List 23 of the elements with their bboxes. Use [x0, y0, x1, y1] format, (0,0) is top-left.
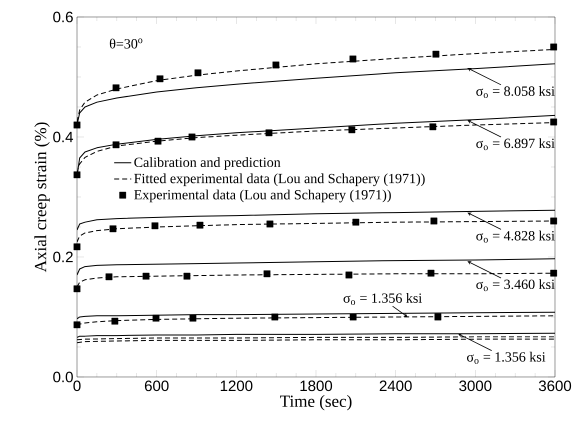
legend-label: Experimental data (Lou and Schapery (1971)) [134, 190, 391, 202]
x-tick-label: 0 [73, 380, 81, 392]
x-tick-label: 3000 [459, 380, 492, 392]
legend-label: Fitted experimental data (Lou and Schapery (1971)) [134, 173, 425, 186]
x-tick-label: 3600 [538, 380, 572, 392]
annotation: θ=30$^{o}$ [110, 38, 142, 49]
x-tick-label: 1200 [220, 380, 252, 392]
x-tick-label: 2400 [380, 380, 412, 392]
legend-label: Calibration and prediction [134, 157, 281, 170]
annotation: σ$_{o}$ = 6.897 ksi [476, 138, 555, 150]
y-tick-label: 0.6 [53, 12, 73, 22]
annotation: σ$_{o}$ = 1.356 ksi [344, 292, 422, 305]
annotation: σ$_{o}$ = 1.356 ksi [467, 352, 546, 364]
y-tick-label: 0.2 [53, 252, 73, 262]
x-tick-label: 600 [144, 380, 169, 392]
annotation: σ$_{o}$ = 4.828 ksi [476, 230, 555, 243]
y-tick-label: 0.4 [53, 132, 74, 142]
y-axis-title: Axial creep strain (%) [34, 122, 50, 272]
annotation: σ$_{o}$ = 8.058 ksi [476, 86, 555, 98]
annotation: σ$_{o}$ = 3.460 ksi [476, 279, 555, 292]
x-axis-title: Time (sec) [280, 395, 352, 410]
y-tick-label: 0.0 [53, 372, 73, 382]
x-tick-label: 1800 [300, 380, 332, 392]
